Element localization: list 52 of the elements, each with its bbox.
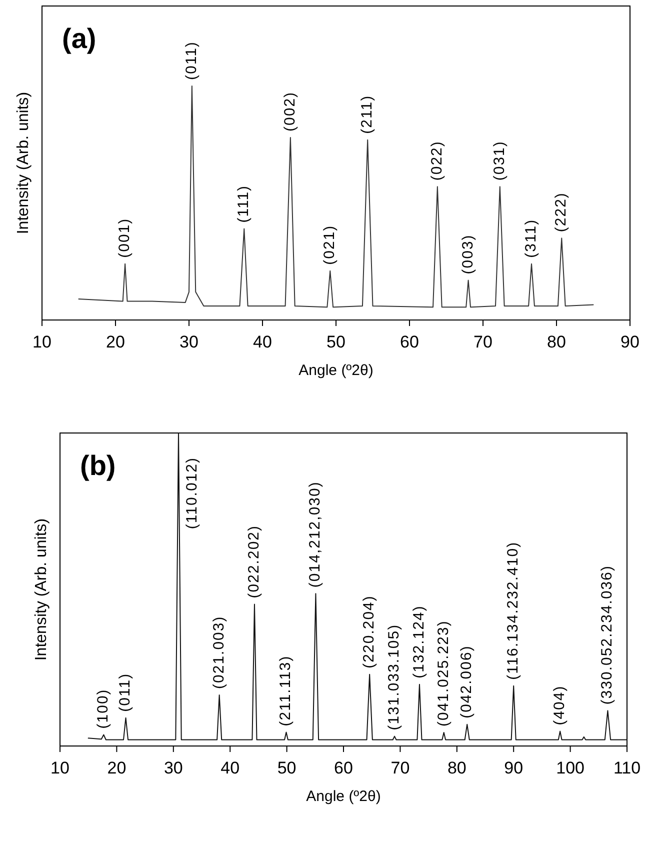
x-tick-label: 90 xyxy=(620,332,640,352)
x-tick-label: 60 xyxy=(334,758,353,778)
annotation: (001) xyxy=(116,218,134,258)
annotation: (100) xyxy=(94,688,112,729)
annotation: (022) xyxy=(428,140,446,181)
y-axis-title: Intensity (Arb. units) xyxy=(33,518,50,661)
annotation: (022.202) xyxy=(245,524,262,598)
x-tick-label: 30 xyxy=(164,758,183,778)
annotation: (031) xyxy=(490,140,508,181)
annotation: (116.134.232.410) xyxy=(504,541,522,680)
annotation: (330.052.234.036) xyxy=(598,565,616,705)
annotation: (311) xyxy=(522,218,540,258)
x-axis-title: Angle (º2θ) xyxy=(306,788,381,805)
annotation: (131.033.105) xyxy=(386,624,402,730)
annotation: (404) xyxy=(551,685,568,726)
annotation: (220.204) xyxy=(360,595,378,668)
x-tick-label: 20 xyxy=(107,758,126,778)
annotation: (111) xyxy=(235,184,252,223)
x-tick-label: 10 xyxy=(50,758,70,778)
x-tick-label: 90 xyxy=(504,758,524,778)
x-tick-label: 110 xyxy=(613,758,641,778)
annotation: (011) xyxy=(116,672,134,712)
annotation: (222) xyxy=(552,192,570,232)
annotation: (021) xyxy=(321,224,338,265)
x-tick-label: 20 xyxy=(106,332,125,352)
x-tick-label: 70 xyxy=(390,758,410,778)
x-tick-label: 70 xyxy=(474,332,492,352)
annotation: (011) xyxy=(182,41,200,80)
x-tick-label: 30 xyxy=(180,332,198,352)
annotation: (014,212,030) xyxy=(306,481,324,588)
x-tick-label: 50 xyxy=(326,332,346,352)
annotation: (211) xyxy=(358,94,376,134)
x-tick-label: 100 xyxy=(556,758,584,778)
text: (a) xyxy=(62,23,96,54)
x-tick-label: 50 xyxy=(277,758,296,778)
annotation: (132.124) xyxy=(410,605,428,678)
x-tick-label: 40 xyxy=(220,758,240,778)
y-axis-title: Intensity (Arb. units) xyxy=(15,92,32,234)
x-tick-label: 80 xyxy=(547,332,566,352)
x-tick-label: 10 xyxy=(32,332,52,352)
x-tick-label: 60 xyxy=(400,332,419,352)
annotation: (003) xyxy=(459,234,476,274)
annotation: (b) xyxy=(80,450,116,481)
annotation: (110.012) xyxy=(183,457,200,530)
annotation: (041.025.223) xyxy=(434,620,452,727)
x-tick-label: 80 xyxy=(447,758,466,778)
annotation: (042.006) xyxy=(458,645,476,718)
x-tick-label: 40 xyxy=(253,332,272,352)
annotation: (211.113) xyxy=(277,655,294,726)
x-axis-title: Angle (º2θ) xyxy=(298,362,374,379)
annotation: (021.003) xyxy=(210,616,228,689)
annotation: (002) xyxy=(281,91,298,132)
